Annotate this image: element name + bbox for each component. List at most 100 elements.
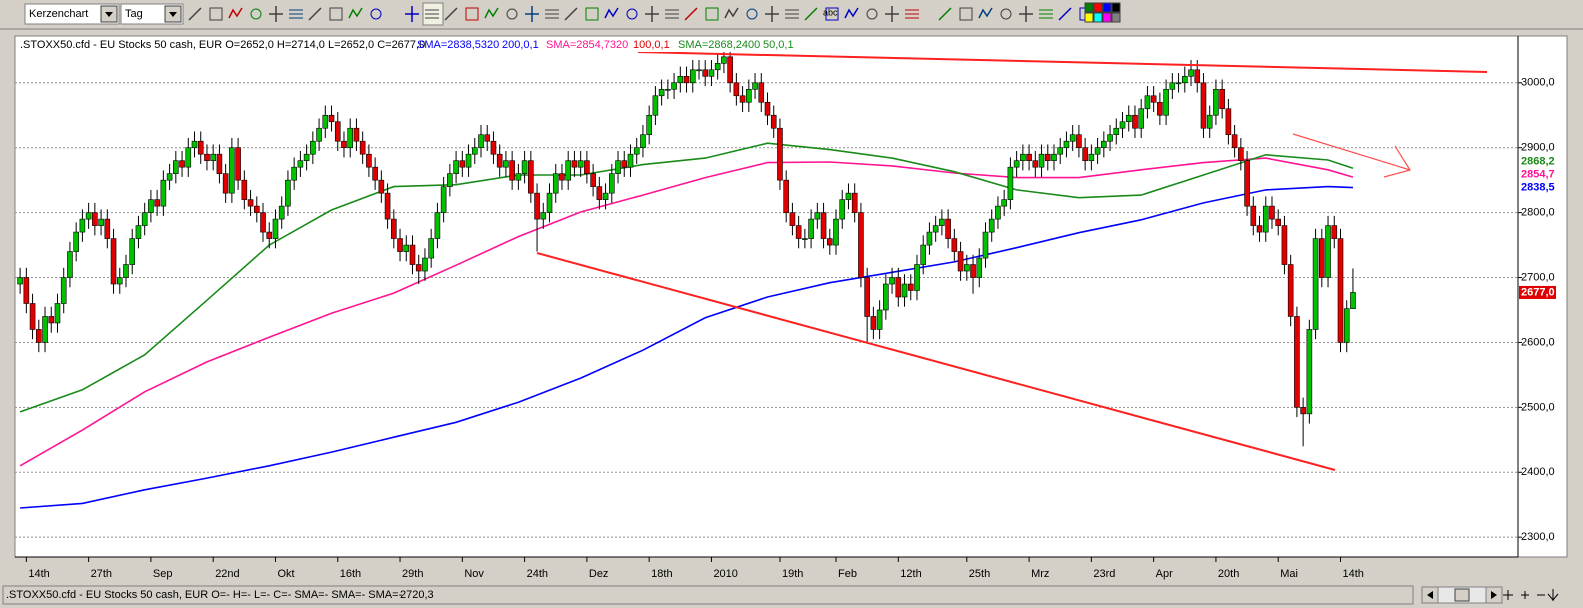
x-tick-label: 23rd	[1093, 568, 1115, 580]
candle-body	[627, 153, 634, 168]
candle-body	[353, 127, 360, 142]
candle-body	[67, 251, 73, 278]
toolbar-button[interactable]	[506, 8, 518, 20]
text-tool[interactable]: abc	[823, 7, 838, 17]
candle-body	[1262, 205, 1269, 233]
toolbar-button[interactable]	[885, 6, 899, 22]
toolbar-button[interactable]	[465, 7, 479, 21]
value-tag-bg	[1519, 168, 1556, 182]
color-swatch[interactable]	[1084, 2, 1094, 13]
candle-body	[515, 173, 522, 181]
candle-body	[1119, 121, 1126, 129]
toolbar-button[interactable]	[405, 6, 419, 22]
toolbar-button[interactable]	[484, 7, 499, 19]
toolbar-button[interactable]	[545, 9, 559, 19]
icon	[626, 8, 638, 20]
candle-body	[285, 179, 291, 207]
toolbar-button[interactable]	[825, 7, 839, 21]
toolbar-button[interactable]	[938, 7, 952, 21]
toolbar-button[interactable]	[844, 7, 859, 19]
toolbar-button[interactable]	[422, 2, 444, 26]
chart-type-select[interactable]	[24, 3, 120, 25]
toolbar-button[interactable]	[626, 8, 638, 20]
candle-body	[247, 199, 254, 207]
color-swatch[interactable]	[1111, 12, 1121, 23]
x-tick-label: 29th	[402, 568, 423, 580]
toolbar-button[interactable]	[978, 7, 993, 19]
toolbar-button[interactable]	[209, 7, 223, 21]
toolbar-button[interactable]	[785, 9, 799, 19]
y-tick-label: 3000,0	[1521, 77, 1555, 89]
candle-body	[1312, 238, 1319, 330]
toolbar-button[interactable]	[645, 6, 659, 22]
toolbar-button[interactable]	[604, 7, 619, 19]
toolbar-button[interactable]	[705, 7, 719, 21]
toolbar-button[interactable]	[564, 7, 578, 21]
toolbar-button[interactable]	[308, 7, 322, 21]
candle-body	[79, 218, 86, 233]
candle-body	[1150, 95, 1157, 103]
candle-body	[939, 218, 945, 226]
color-swatch[interactable]	[1102, 12, 1112, 23]
icon	[564, 7, 578, 21]
color-swatch[interactable]	[1084, 12, 1094, 23]
toolbar-button[interactable]	[444, 7, 458, 21]
toolbar-button[interactable]	[959, 7, 973, 21]
candle-body	[1144, 95, 1151, 110]
icon	[1058, 7, 1072, 21]
toolbar-button[interactable]	[1058, 7, 1072, 21]
color-swatch[interactable]	[1102, 2, 1112, 13]
toolbar-button[interactable]	[370, 8, 382, 20]
color-swatch[interactable]	[1093, 2, 1103, 13]
candle-body	[422, 257, 428, 272]
candle-body	[1206, 114, 1213, 129]
candle-body	[85, 212, 92, 220]
toolbar-button[interactable]	[905, 9, 919, 19]
toolbar-button[interactable]	[866, 8, 878, 20]
candle-body	[1325, 225, 1331, 278]
candle-body	[1007, 166, 1014, 200]
legend-name: SMA=2838,5320	[417, 39, 499, 51]
x-tick-label: Mrz	[1031, 568, 1049, 580]
candle-body	[982, 231, 989, 259]
toolbar-button[interactable]	[684, 7, 698, 21]
candle-body	[48, 316, 55, 324]
toolbar-button[interactable]	[1039, 9, 1053, 19]
candle-body	[403, 244, 410, 252]
x-tick-label: Mai	[1280, 568, 1298, 580]
candle-body	[876, 309, 883, 330]
toolbar-button[interactable]	[228, 7, 243, 19]
color-swatch[interactable]	[1093, 12, 1103, 23]
candle-body	[310, 140, 316, 155]
toolbar-button[interactable]	[765, 6, 779, 22]
status-cursor-value: 2720,3	[400, 589, 434, 601]
candle-body	[73, 231, 79, 252]
candle-body	[54, 303, 61, 324]
toolbar-button[interactable]	[329, 7, 343, 21]
toolbar-button[interactable]	[585, 7, 599, 21]
toolbar-button[interactable]	[665, 9, 679, 19]
toolbar-button[interactable]	[188, 7, 202, 21]
toolbar-button[interactable]	[289, 9, 303, 19]
toolbar-button[interactable]	[250, 8, 262, 20]
candle-body	[141, 212, 148, 226]
toolbar-button[interactable]	[1019, 6, 1033, 22]
toolbar-button[interactable]	[724, 7, 739, 19]
toolbar-button[interactable]	[804, 7, 818, 21]
toolbar-button[interactable]	[746, 8, 758, 20]
color-swatch[interactable]	[1111, 2, 1121, 13]
candle-body	[777, 127, 783, 181]
candle-body	[260, 212, 266, 233]
toolbar-button[interactable]	[1000, 8, 1012, 20]
toolbar-button[interactable]	[269, 6, 283, 22]
candle-body	[397, 238, 403, 252]
toolbar-button[interactable]	[348, 7, 363, 19]
x-tick-label: 2010	[713, 568, 737, 580]
icon	[1000, 8, 1012, 20]
candle-body	[359, 140, 366, 155]
toolbar-button[interactable]	[525, 6, 539, 22]
zoom-controls[interactable]	[1503, 589, 1559, 601]
scrollbar-thumb[interactable]	[1454, 588, 1470, 602]
x-tick-label: 20th	[1218, 568, 1239, 580]
candle-body	[328, 114, 335, 123]
